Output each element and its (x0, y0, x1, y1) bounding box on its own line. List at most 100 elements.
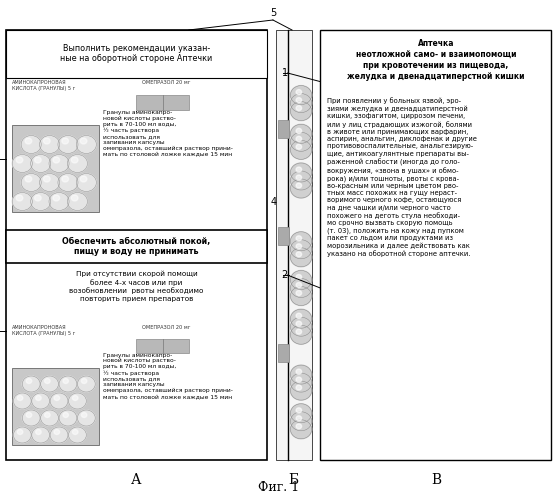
Circle shape (81, 378, 87, 384)
Circle shape (291, 420, 312, 439)
Circle shape (32, 427, 50, 443)
Circle shape (291, 171, 312, 190)
Text: АМИНОКАПРОНОВАЯ
КИСЛОТА (ГРАНУЛЫ) 5 г: АМИНОКАПРОНОВАЯ КИСЛОТА (ГРАНУЛЫ) 5 г (12, 325, 76, 336)
Circle shape (296, 128, 302, 134)
Circle shape (26, 378, 32, 384)
Bar (6, 30, 267, 78)
Circle shape (296, 313, 302, 318)
Circle shape (25, 176, 32, 182)
Circle shape (291, 94, 312, 112)
Circle shape (63, 378, 69, 384)
Circle shape (77, 410, 95, 426)
Circle shape (296, 385, 302, 390)
Circle shape (49, 154, 69, 172)
Circle shape (291, 140, 312, 160)
Circle shape (291, 124, 312, 144)
Circle shape (296, 144, 302, 150)
Text: При появлении у больных язвой, эро-
зиями желудка и двенадцатиперстной
кишки, эз: При появлении у больных язвой, эро- зиям… (327, 98, 477, 258)
Circle shape (45, 378, 50, 384)
Circle shape (296, 136, 302, 141)
Circle shape (40, 136, 60, 154)
Circle shape (296, 408, 302, 413)
Circle shape (296, 244, 302, 249)
Circle shape (81, 412, 87, 418)
Text: Б: Б (289, 472, 299, 486)
Circle shape (12, 154, 32, 172)
Text: В: В (431, 472, 441, 486)
Circle shape (296, 175, 302, 180)
Circle shape (17, 396, 23, 400)
Circle shape (54, 430, 60, 434)
Circle shape (77, 376, 95, 392)
Circle shape (36, 396, 41, 400)
Circle shape (76, 136, 96, 154)
Circle shape (45, 412, 50, 418)
Circle shape (76, 174, 96, 192)
Circle shape (31, 154, 51, 172)
Bar (6, 30, 267, 460)
Bar (320, 30, 551, 460)
Circle shape (296, 290, 302, 296)
Circle shape (43, 176, 50, 182)
Circle shape (291, 325, 312, 344)
Circle shape (49, 192, 69, 210)
Circle shape (296, 167, 302, 172)
Text: При отсутствии скорой помощи
более 4-х часов или при
возобновлении  рвоты необхо: При отсутствии скорой помощи более 4-х ч… (69, 270, 204, 302)
Circle shape (80, 138, 87, 144)
Text: Фиг. 1: Фиг. 1 (258, 481, 299, 494)
Circle shape (291, 412, 312, 431)
Circle shape (59, 410, 77, 426)
Circle shape (43, 138, 50, 144)
Text: 4: 4 (271, 197, 277, 207)
Circle shape (296, 369, 302, 374)
Circle shape (62, 176, 69, 182)
Circle shape (17, 430, 23, 434)
Text: Обеспечить абсолютный покой,
пищу и воду не принимать: Обеспечить абсолютный покой, пищу и воду… (62, 236, 211, 256)
Bar (12, 125, 99, 212)
Circle shape (291, 373, 312, 392)
Circle shape (296, 416, 302, 421)
Circle shape (296, 252, 302, 257)
Text: Гранулы аминокапро-
новой кислоты раство-
рить в 70-100 мл воды,
½ часть раствор: Гранулы аминокапро- новой кислоты раство… (103, 352, 233, 399)
Circle shape (291, 365, 312, 384)
Text: АМИНОКАПРОНОВАЯ
КИСЛОТА (ГРАНУЛЫ) 5 г: АМИНОКАПРОНОВАЯ КИСЛОТА (ГРАНУЛЫ) 5 г (12, 80, 76, 91)
Circle shape (296, 377, 302, 382)
Circle shape (291, 179, 312, 198)
Text: Аптечка
неотложной само- и взаимопомощи
при кровотечении из пищевода,
желудка и : Аптечка неотложной само- и взаимопомощи … (347, 39, 525, 82)
Circle shape (291, 86, 312, 104)
Circle shape (12, 192, 32, 210)
Circle shape (35, 157, 41, 163)
Circle shape (16, 157, 23, 163)
Circle shape (41, 410, 58, 426)
Bar (136, 338, 189, 352)
Text: Выполнить рекомендации указан-
ные на оборотной стороне Аптечки: Выполнить рекомендации указан- ные на об… (60, 44, 213, 64)
Circle shape (80, 176, 87, 182)
Circle shape (291, 102, 312, 120)
Circle shape (291, 240, 312, 259)
Circle shape (71, 157, 78, 163)
Circle shape (53, 195, 60, 201)
Text: ОМЕПРАЗОЛ 20 мг: ОМЕПРАЗОЛ 20 мг (142, 80, 190, 85)
Text: 2: 2 (282, 270, 288, 280)
Circle shape (72, 430, 78, 434)
Circle shape (22, 410, 40, 426)
Circle shape (296, 274, 302, 280)
Text: 1: 1 (282, 68, 288, 78)
Circle shape (69, 427, 86, 443)
Circle shape (291, 232, 312, 251)
Circle shape (62, 138, 69, 144)
Circle shape (291, 248, 312, 267)
Circle shape (296, 282, 302, 288)
Bar (278, 228, 289, 246)
Circle shape (22, 376, 40, 392)
Circle shape (13, 393, 31, 409)
Bar (6, 230, 267, 262)
Circle shape (291, 278, 312, 297)
Circle shape (69, 393, 86, 409)
Circle shape (63, 412, 69, 418)
Circle shape (31, 192, 51, 210)
Circle shape (41, 376, 58, 392)
Circle shape (54, 396, 60, 400)
Circle shape (71, 195, 78, 201)
Bar (278, 120, 289, 138)
